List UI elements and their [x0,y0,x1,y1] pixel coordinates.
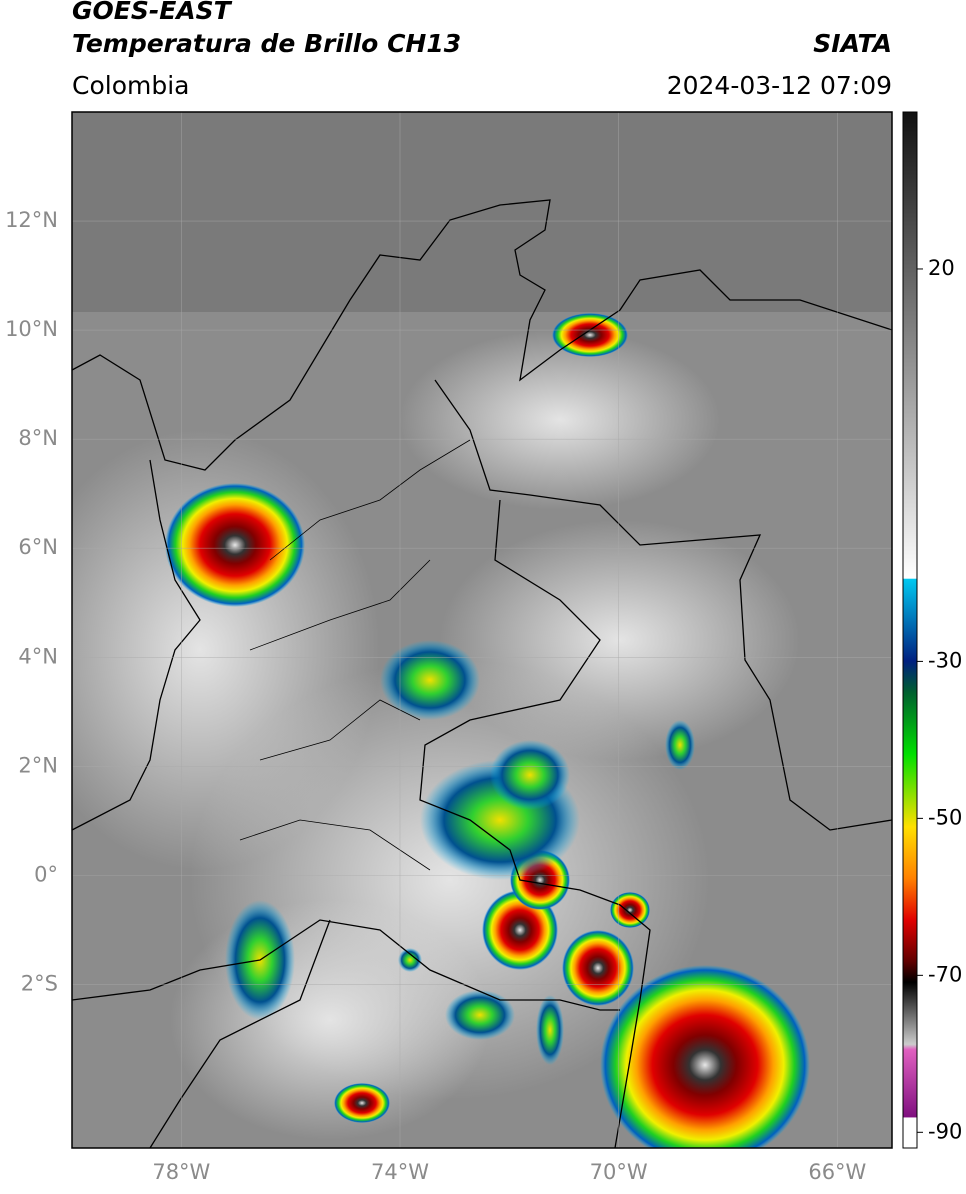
lat-tick-label: 8°N [18,426,58,450]
cloud [170,900,490,1140]
storm [610,892,650,928]
coastline [72,199,892,471]
sea-area [72,112,892,312]
map-image [72,112,892,1148]
lat-tick-label: 12°N [5,208,58,232]
colorbar-tick-label: -90 [928,1119,962,1143]
lon-tick-label: 66°W [808,1160,866,1184]
storm [165,483,305,607]
lat-tick-label: 10°N [5,317,58,341]
lon-tick-label: 70°W [590,1160,648,1184]
colorbar-tick-label: -50 [928,805,962,829]
storm [482,890,558,970]
subtitle: Temperatura de Brillo CH13 [72,29,461,58]
convection [536,995,564,1065]
colorbar-tick-label: -30 [928,648,962,672]
colorbar [902,111,918,1149]
graticule [72,112,892,1148]
border [149,919,331,1148]
colorbar-tick-label: 20 [928,256,955,280]
region: Colombia [72,71,189,100]
storm [552,313,628,357]
convection [490,740,570,810]
borders [72,199,892,1148]
border [419,499,651,1148]
cloud [400,330,720,510]
departments [239,439,471,871]
convection [665,720,695,770]
lat-tick-label: 2°N [18,753,58,777]
convection [398,948,422,972]
storm [562,930,634,1006]
lat-tick-label: 4°N [18,644,58,668]
convection [380,640,480,720]
border [434,379,892,831]
border [72,919,620,1011]
lat-tick-label: 6°N [18,535,58,559]
convection [445,990,515,1040]
datetime: 2024-03-12 07:09 [667,71,892,100]
lon-tick-label: 78°W [152,1160,210,1184]
lat-tick-label: 0° [34,862,58,886]
coastline [72,459,201,831]
map-frame [71,111,893,1149]
colorbar-tick-label: -70 [928,962,962,986]
storm [334,1083,390,1123]
title: GOES-EAST [72,0,233,25]
cloud [440,520,800,760]
source: SIATA [813,29,892,58]
lat-tick-label: 2°S [21,971,58,995]
lon-tick-label: 74°W [371,1160,429,1184]
storm [600,965,810,1148]
